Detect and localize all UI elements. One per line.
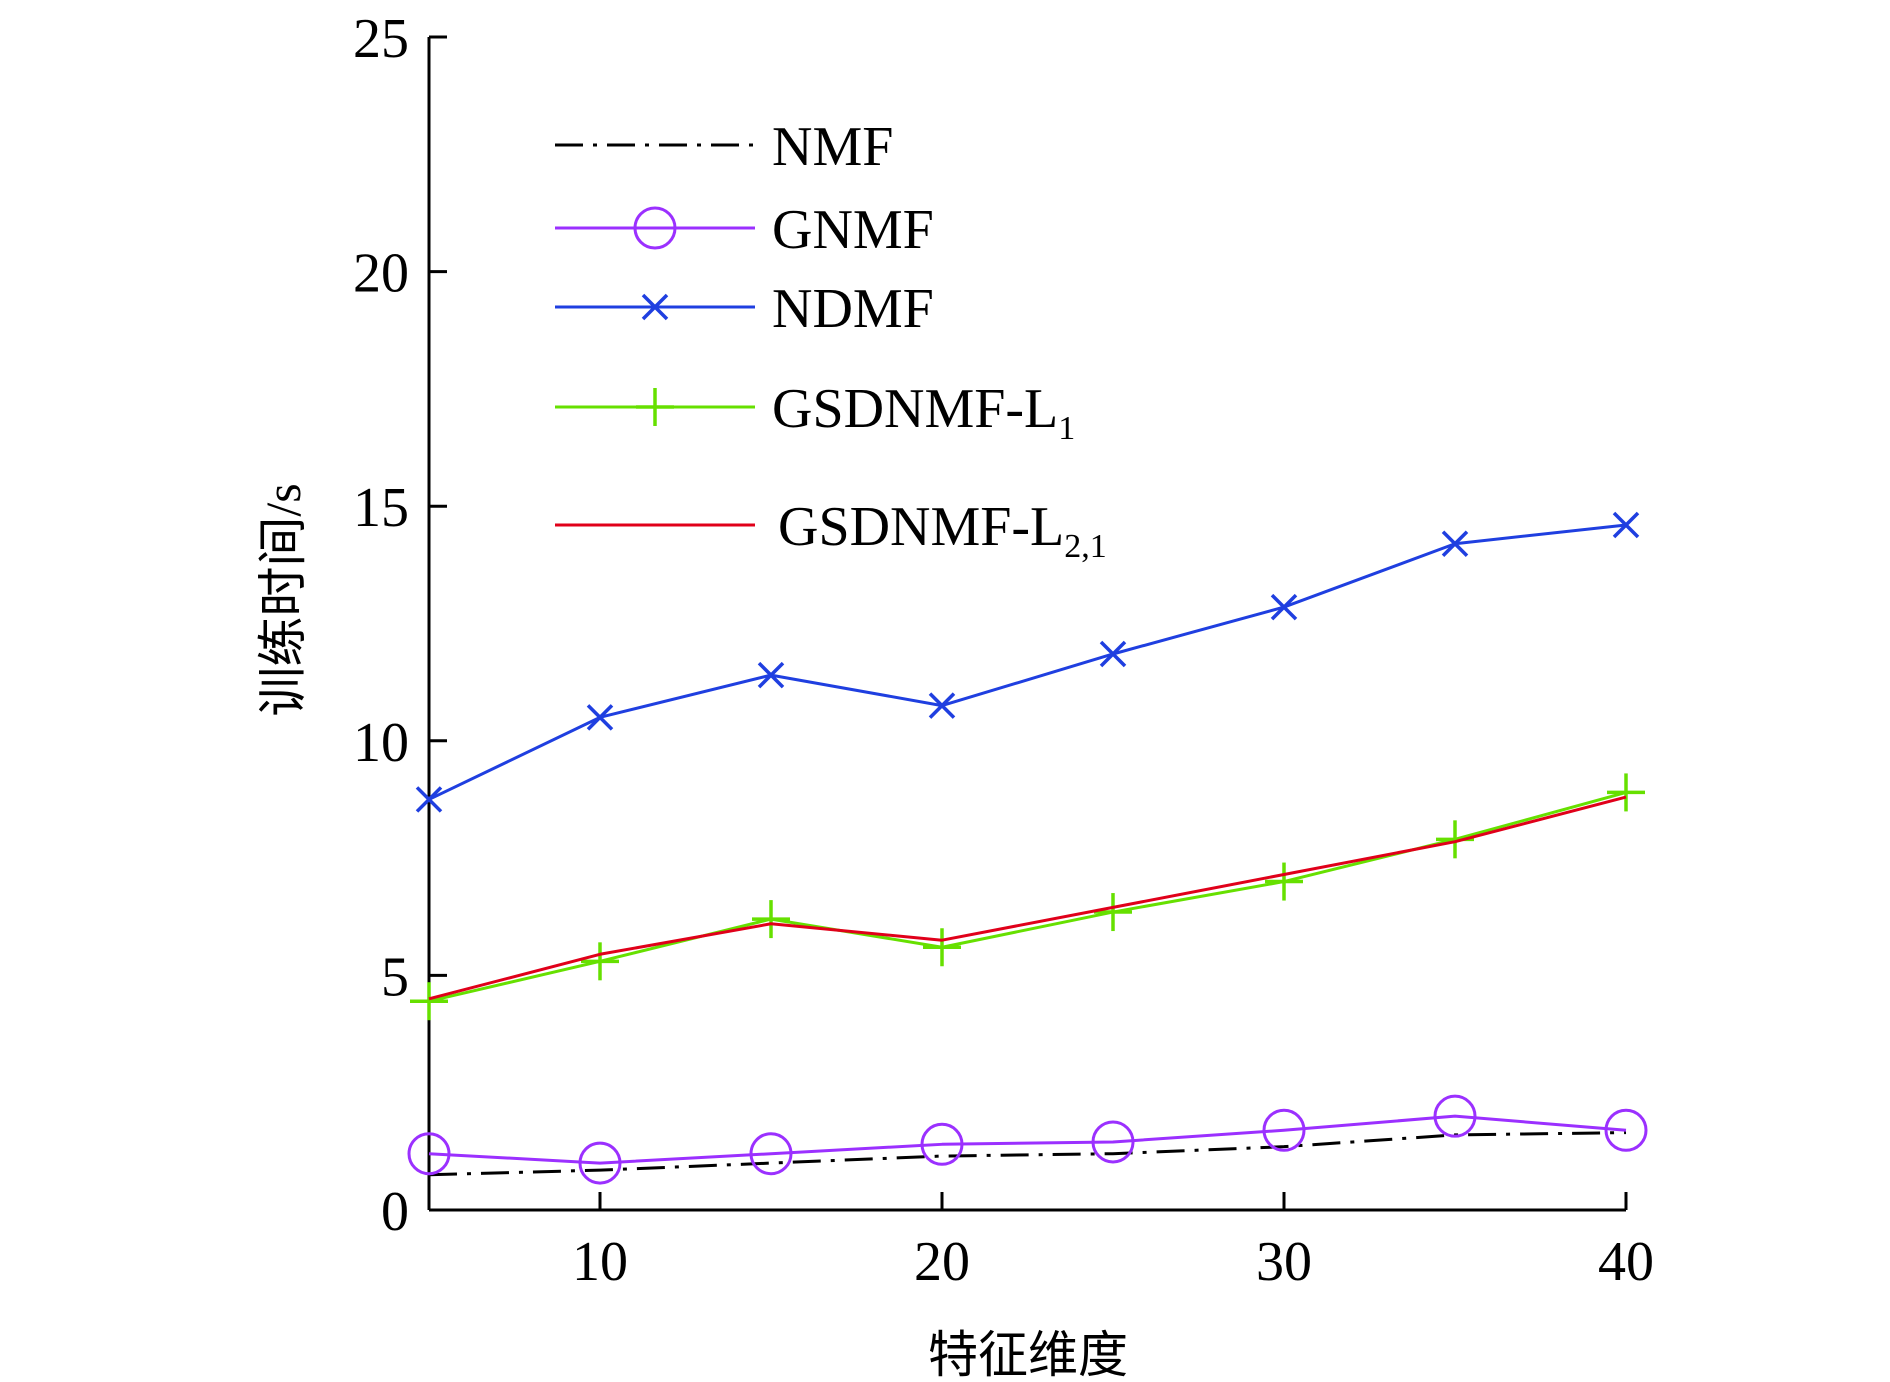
data-point-gnmf (1091, 1120, 1135, 1164)
legend-label-gsdnmf-l1: GSDNMF-L1 (772, 378, 1075, 447)
axes: 0 5 10 15 20 25 10 20 30 40 (353, 8, 1654, 1293)
y-tick-label: 20 (353, 243, 409, 305)
x-axis-title: 特征维度 (928, 1327, 1128, 1382)
data-point-ndmf (1441, 530, 1469, 557)
data-point-ndmf (1099, 640, 1127, 668)
legend-label-gnmf: GNMF (772, 199, 934, 261)
series-ndmf (415, 511, 1640, 813)
data-point-gnmf (407, 1132, 451, 1176)
series-line-nmf (428, 1131, 1627, 1177)
data-point-gsdnmf-l1 (1094, 893, 1132, 932)
data-point-gnmf (920, 1122, 964, 1166)
series-nmf (428, 1131, 1627, 1177)
series-line-ndmf (428, 523, 1627, 801)
legend-marker-gnmf (633, 206, 677, 250)
legend-item-gnmf: GNMF (555, 199, 934, 261)
data-point-ndmf (586, 704, 614, 731)
series-line-gsdnmf-l1 (428, 790, 1627, 1003)
series-gnmf (407, 1094, 1648, 1185)
data-point-ndmf (1270, 593, 1298, 621)
x-tick-label: 20 (914, 1231, 970, 1293)
data-point-ndmf (415, 786, 443, 813)
legend-marker-ndmf (641, 293, 669, 321)
y-tick-label: 15 (353, 477, 409, 539)
legend-label-gsdnmf-l2-1: GSDNMF-L2,1 (778, 496, 1107, 565)
legend-item-nmf: NMF (555, 116, 893, 178)
legend: NMF GNMF NDMF GSDNMF-L1 GSDNMF-L2,1 (555, 116, 1107, 565)
y-tick-label: 0 (381, 1181, 409, 1243)
y-tick-label: 5 (381, 946, 409, 1008)
series-line-gsdnmf-l2-1 (428, 795, 1627, 1001)
data-point-gsdnmf-l1 (1607, 773, 1645, 812)
y-tick-label: 25 (353, 8, 409, 70)
series-gsdnmf-l2-1 (428, 795, 1627, 1001)
data-point-gnmf (1604, 1108, 1648, 1152)
legend-label-ndmf: NDMF (772, 278, 934, 340)
data-point-gsdnmf-l1 (581, 942, 619, 981)
series-layer (407, 511, 1648, 1185)
legend-label-nmf: NMF (772, 116, 893, 178)
data-point-gsdnmf-l1 (752, 900, 790, 939)
data-point-gsdnmf-l1 (923, 928, 961, 967)
legend-marker-gsdnmf-l1 (636, 388, 674, 426)
legend-item-gsdnmf-l1: GSDNMF-L1 (555, 378, 1075, 447)
data-point-ndmf (757, 661, 785, 689)
data-point-gsdnmf-l1 (1265, 862, 1303, 901)
data-point-gnmf (1433, 1094, 1477, 1138)
data-point-gnmf (1262, 1108, 1306, 1152)
data-point-gsdnmf-l1 (410, 982, 448, 1021)
x-tick-label: 40 (1598, 1231, 1654, 1293)
y-axis-title: 训练时间/s (255, 483, 311, 716)
x-tick-label: 30 (1256, 1231, 1312, 1293)
legend-item-gsdnmf-l2-1: GSDNMF-L2,1 (555, 496, 1107, 565)
data-point-gnmf (578, 1141, 622, 1185)
series-gsdnmf-l1 (410, 773, 1645, 1021)
data-point-ndmf (1612, 511, 1640, 539)
y-tick-label: 10 (353, 712, 409, 774)
data-point-ndmf (928, 692, 956, 719)
data-point-gnmf (749, 1132, 793, 1176)
x-tick-label: 10 (572, 1231, 628, 1293)
legend-item-ndmf: NDMF (555, 278, 934, 340)
series-line-gnmf (428, 1114, 1627, 1165)
